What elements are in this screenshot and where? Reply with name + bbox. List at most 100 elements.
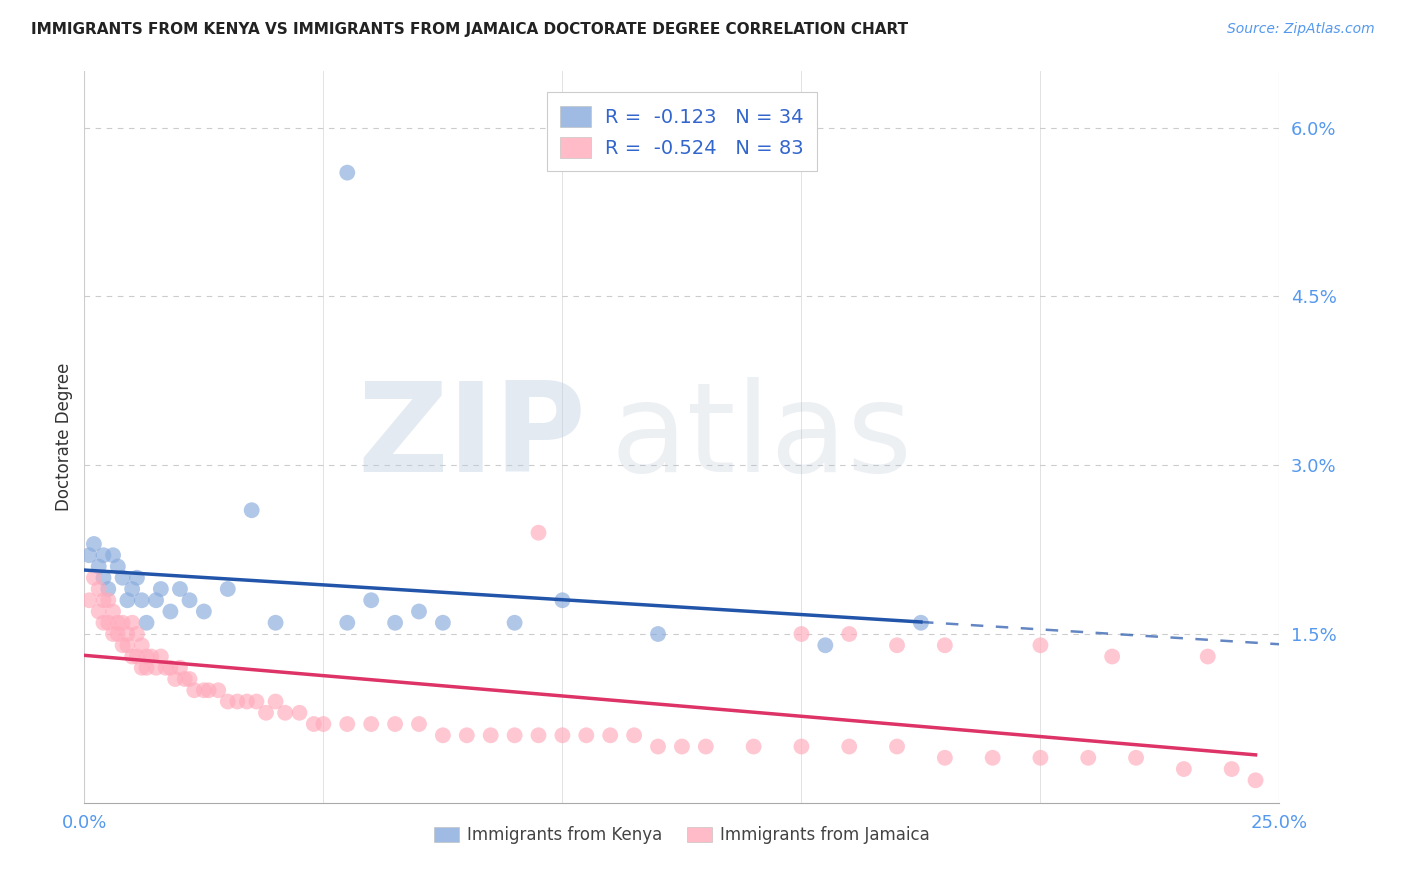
Point <box>886 739 908 754</box>
Point <box>131 661 153 675</box>
Point <box>432 615 454 630</box>
Point <box>226 694 249 708</box>
Point <box>93 593 115 607</box>
Point <box>145 661 167 675</box>
Point <box>503 728 526 742</box>
Point <box>236 694 259 708</box>
Point <box>245 694 267 708</box>
Point <box>479 728 502 742</box>
Text: atlas: atlas <box>610 376 912 498</box>
Point <box>121 649 143 664</box>
Point <box>97 615 120 630</box>
Point <box>312 717 335 731</box>
Point <box>87 559 110 574</box>
Point <box>97 582 120 596</box>
Point <box>790 739 813 754</box>
Point <box>240 503 263 517</box>
Point <box>336 615 359 630</box>
Point <box>125 571 148 585</box>
Point <box>838 739 860 754</box>
Text: IMMIGRANTS FROM KENYA VS IMMIGRANTS FROM JAMAICA DOCTORATE DEGREE CORRELATION CH: IMMIGRANTS FROM KENYA VS IMMIGRANTS FROM… <box>31 22 908 37</box>
Point <box>121 582 143 596</box>
Point <box>179 593 201 607</box>
Point <box>169 582 191 596</box>
Point <box>111 571 134 585</box>
Point <box>456 728 478 742</box>
Point <box>93 548 115 562</box>
Point <box>1101 649 1123 664</box>
Point <box>193 683 215 698</box>
Point <box>1029 751 1052 765</box>
Point <box>135 661 157 675</box>
Point <box>135 649 157 664</box>
Point <box>264 694 287 708</box>
Point <box>742 739 765 754</box>
Point <box>173 672 195 686</box>
Point <box>141 649 163 664</box>
Point <box>77 593 100 607</box>
Point <box>145 593 167 607</box>
Point <box>1220 762 1243 776</box>
Point <box>671 739 693 754</box>
Point <box>647 739 669 754</box>
Point <box>125 627 148 641</box>
Point <box>121 615 143 630</box>
Point <box>107 559 129 574</box>
Point <box>131 593 153 607</box>
Point <box>101 548 124 562</box>
Point <box>408 717 430 731</box>
Point <box>910 615 932 630</box>
Point <box>207 683 229 698</box>
Point <box>183 683 205 698</box>
Point <box>149 582 172 596</box>
Point <box>1029 638 1052 652</box>
Point <box>155 661 177 675</box>
Point <box>575 728 598 742</box>
Point <box>77 548 100 562</box>
Point <box>336 166 359 180</box>
Point <box>135 615 157 630</box>
Point <box>264 615 287 630</box>
Point <box>93 571 115 585</box>
Point <box>647 627 669 641</box>
Point <box>623 728 645 742</box>
Point <box>101 605 124 619</box>
Point <box>83 537 105 551</box>
Point <box>197 683 219 698</box>
Point <box>159 605 181 619</box>
Point <box>1197 649 1219 664</box>
Point <box>1125 751 1147 765</box>
Point <box>551 728 574 742</box>
Point <box>408 605 430 619</box>
Point <box>169 661 191 675</box>
Point <box>93 615 115 630</box>
Point <box>302 717 325 731</box>
Point <box>117 627 139 641</box>
Point <box>288 706 311 720</box>
Point <box>125 649 148 664</box>
Point <box>814 638 837 652</box>
Text: ZIP: ZIP <box>357 376 586 498</box>
Point <box>503 615 526 630</box>
Point <box>117 638 139 652</box>
Point <box>179 672 201 686</box>
Y-axis label: Doctorate Degree: Doctorate Degree <box>55 363 73 511</box>
Point <box>838 627 860 641</box>
Point <box>87 605 110 619</box>
Point <box>384 717 406 731</box>
Point <box>934 751 956 765</box>
Point <box>1173 762 1195 776</box>
Point <box>886 638 908 652</box>
Point <box>336 717 359 731</box>
Point <box>111 638 134 652</box>
Point <box>117 593 139 607</box>
Point <box>217 694 239 708</box>
Point <box>695 739 717 754</box>
Point <box>217 582 239 596</box>
Point <box>1244 773 1267 788</box>
Point <box>981 751 1004 765</box>
Point <box>111 615 134 630</box>
Legend: Immigrants from Kenya, Immigrants from Jamaica: Immigrants from Kenya, Immigrants from J… <box>429 822 935 849</box>
Point <box>87 582 110 596</box>
Point <box>193 605 215 619</box>
